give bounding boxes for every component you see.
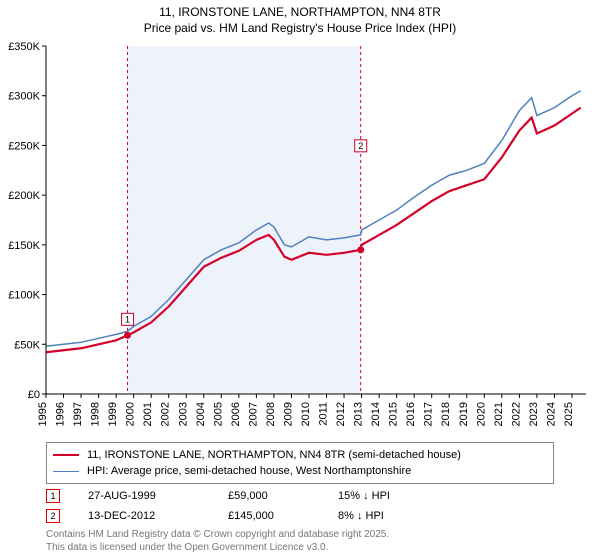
sale-point: [124, 332, 131, 339]
sale-marker-num: 2: [358, 141, 363, 151]
sale-point: [357, 246, 364, 253]
sale-row-marker: 2: [46, 509, 60, 523]
chart-titles: 11, IRONSTONE LANE, NORTHAMPTON, NN4 8TR…: [0, 0, 600, 36]
xtick-label: 2024: [545, 402, 557, 426]
ytick-label: £100K: [8, 290, 40, 302]
xtick-label: 2009: [282, 402, 294, 426]
sale-marker-num: 1: [125, 314, 130, 324]
xtick-label: 2000: [125, 402, 137, 426]
sales-table: 1 27-AUG-1999£59,00015% ↓ HPI 2 13-DEC-2012…: [46, 486, 554, 526]
xtick-label: 1995: [37, 402, 49, 426]
legend-label: HPI: Average price, semi-detached house,…: [87, 465, 411, 477]
sale-row-price: £59,000: [228, 490, 338, 502]
xtick-label: 2010: [300, 402, 312, 426]
xtick-label: 1997: [72, 402, 84, 426]
xtick-label: 2003: [177, 402, 189, 426]
legend-swatch: [53, 471, 79, 472]
xtick-label: 2014: [370, 402, 382, 426]
xtick-label: 2006: [230, 402, 242, 426]
shaded-band: [128, 46, 361, 394]
xtick-label: 2015: [388, 402, 400, 426]
xtick-label: 2022: [510, 402, 522, 426]
legend-row: 11, IRONSTONE LANE, NORTHAMPTON, NN4 8TR…: [53, 447, 547, 463]
sale-row-price: £145,000: [228, 510, 338, 522]
credit-text: Contains HM Land Registry data © Crown c…: [46, 529, 389, 554]
sale-row: 1 27-AUG-1999£59,00015% ↓ HPI: [46, 486, 554, 506]
xtick-label: 1996: [55, 402, 67, 426]
title-line-1: 11, IRONSTONE LANE, NORTHAMPTON, NN4 8TR: [0, 4, 600, 20]
xtick-label: 2019: [458, 402, 470, 426]
sale-row-diff: 8% ↓ HPI: [338, 510, 458, 522]
xtick-label: 2004: [195, 402, 207, 426]
xtick-label: 1998: [90, 402, 102, 426]
xtick-label: 2007: [247, 402, 259, 426]
sale-row: 2 13-DEC-2012£145,0008% ↓ HPI: [46, 506, 554, 526]
sale-row-date: 27-AUG-1999: [88, 490, 228, 502]
ytick-label: £250K: [8, 140, 40, 152]
xtick-label: 2016: [405, 402, 417, 426]
credit-line-2: This data is licensed under the Open Gov…: [46, 542, 389, 555]
xtick-label: 2017: [423, 402, 435, 426]
xtick-label: 2020: [475, 402, 487, 426]
xtick-label: 2021: [493, 402, 505, 426]
price-chart: £0 £50K £100K £150K £200K £250K £300K £350K 1995…: [0, 38, 600, 438]
credit-line-1: Contains HM Land Registry data © Crown c…: [46, 529, 389, 542]
ytick-label: £300K: [8, 91, 40, 103]
xtick-label: 2005: [212, 402, 224, 426]
xtick-label: 2008: [265, 402, 277, 426]
xtick-label: 2025: [563, 402, 575, 426]
sale-row-diff: 15% ↓ HPI: [338, 490, 458, 502]
xtick-label: 2013: [353, 402, 365, 426]
ytick-label: £50K: [14, 339, 40, 351]
legend-row: HPI: Average price, semi-detached house,…: [53, 463, 547, 479]
xtick-label: 2018: [440, 402, 452, 426]
ytick-label: £150K: [8, 240, 40, 252]
xtick-label: 2012: [335, 402, 347, 426]
xtick-label: 1999: [107, 402, 119, 426]
legend: 11, IRONSTONE LANE, NORTHAMPTON, NN4 8TR…: [46, 442, 554, 484]
xtick-label: 2023: [528, 402, 540, 426]
sale-row-date: 13-DEC-2012: [88, 510, 228, 522]
legend-label: 11, IRONSTONE LANE, NORTHAMPTON, NN4 8TR…: [87, 449, 461, 461]
legend-swatch: [53, 454, 79, 456]
ytick-label: £200K: [8, 190, 40, 202]
xtick-label: 2001: [142, 402, 154, 426]
ytick-label: £0: [28, 389, 40, 401]
title-line-2: Price paid vs. HM Land Registry's House …: [0, 20, 600, 36]
xtick-label: 2002: [160, 402, 172, 426]
sale-row-marker: 1: [46, 489, 60, 503]
ytick-label: £350K: [8, 41, 40, 53]
xtick-label: 2011: [318, 402, 330, 426]
